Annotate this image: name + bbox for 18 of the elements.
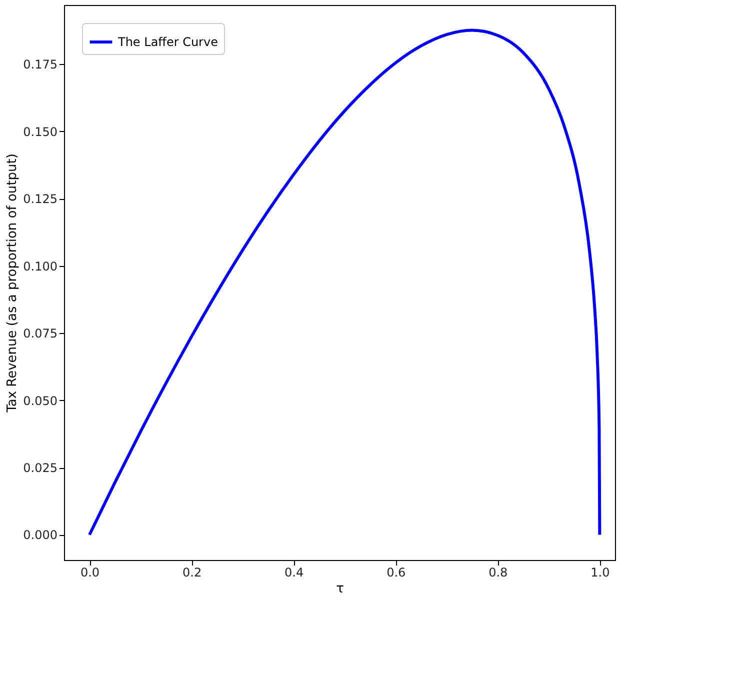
y-tick-label: 0.150: [23, 124, 58, 139]
x-axis-title: τ: [336, 582, 344, 596]
y-tick-label: 0.125: [23, 192, 58, 206]
y-tick-label: 0.050: [23, 394, 58, 408]
y-axis-title: Tax Revenue (as a proportion of output): [5, 154, 20, 414]
y-tick-label: 0.100: [23, 259, 58, 274]
y-tick-label: 0.175: [23, 58, 58, 72]
x-tick-label: 0.2: [182, 566, 202, 580]
y-tick-label: 0.000: [23, 528, 58, 542]
x-tick-label: 0.4: [284, 566, 304, 580]
y-tick-label: 0.025: [23, 461, 58, 475]
x-tick-label: 0.6: [386, 566, 406, 580]
x-tick-label: 1.0: [590, 566, 610, 580]
x-tick-label: 0.0: [80, 566, 100, 580]
y-tick-label: 0.075: [23, 326, 58, 341]
legend-label: The Laffer Curve: [117, 35, 218, 49]
x-tick-label: 0.8: [488, 566, 508, 580]
line-series: [88, 28, 602, 536]
